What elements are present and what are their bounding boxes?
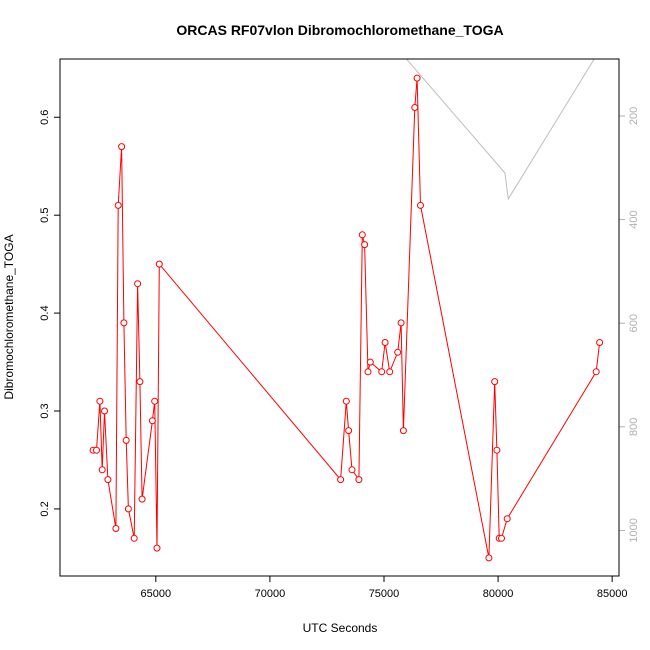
- data-point: [498, 534, 505, 542]
- data-point: [118, 143, 126, 151]
- data-point: [155, 260, 163, 268]
- data-point: [417, 201, 424, 209]
- x-tick-label: 75000: [369, 588, 400, 600]
- data-point: [122, 436, 130, 444]
- data-point: [342, 397, 350, 405]
- data-point: [366, 358, 374, 366]
- y-tick-label: 0.2: [39, 501, 51, 516]
- x-axis-label: UTC Seconds: [303, 621, 378, 635]
- data-point: [361, 241, 369, 249]
- x-tick-label: 80000: [483, 588, 514, 600]
- data-point: [153, 544, 161, 552]
- x-tick-label: 65000: [141, 588, 172, 600]
- data-point: [355, 476, 363, 484]
- data-point: [134, 280, 142, 288]
- series-line-secondary: [405, 59, 595, 201]
- y-axis-right: 200 400 600 800 1000: [618, 107, 640, 543]
- y-tick-label: 0.5: [39, 208, 51, 223]
- y2-tick-label: 1000: [628, 518, 640, 542]
- data-point: [104, 476, 112, 484]
- data-point: [397, 319, 405, 327]
- y2-tick-label: 400: [628, 210, 640, 228]
- data-point: [592, 368, 600, 376]
- data-point: [378, 368, 386, 376]
- data-point: [101, 407, 108, 415]
- data-point: [399, 427, 407, 435]
- y-tick-label: 0.3: [39, 403, 51, 418]
- data-point: [394, 348, 402, 356]
- y2-tick-label: 600: [628, 314, 640, 332]
- data-point: [337, 476, 345, 484]
- data-point: [364, 368, 372, 376]
- data-point: [493, 446, 501, 454]
- data-point: [93, 446, 100, 454]
- x-axis: 65000 70000 75000 80000 85000: [141, 575, 628, 600]
- data-point: [358, 231, 366, 239]
- plot-frame: [59, 58, 620, 577]
- y-axis-label: Dibromochloromethane_TOGA: [2, 234, 16, 399]
- data-point: [112, 525, 120, 532]
- y-tick-label: 0.4: [39, 305, 51, 320]
- data-point: [130, 534, 138, 542]
- data-point: [348, 466, 356, 474]
- data-point: [148, 417, 156, 425]
- y-axis-left: 0.2 0.3 0.4 0.5 0.6: [39, 110, 61, 517]
- data-point: [138, 495, 146, 503]
- data-point: [413, 74, 421, 82]
- data-point: [381, 339, 389, 346]
- data-point: [503, 515, 511, 523]
- data-point: [491, 378, 499, 386]
- y2-tick-label: 200: [628, 107, 640, 125]
- data-point: [386, 368, 394, 376]
- series-line-main: [93, 78, 601, 558]
- x-tick-label: 70000: [255, 588, 286, 600]
- data-point: [98, 466, 106, 474]
- plot-series-group: [89, 59, 604, 562]
- chart-title: ORCAS RF07vlon Dibromochloromethane_TOGA: [176, 22, 503, 38]
- x-tick-label: 85000: [597, 588, 628, 600]
- data-point: [120, 319, 128, 327]
- data-point: [485, 554, 493, 562]
- data-point: [345, 427, 353, 435]
- data-point: [136, 378, 144, 386]
- y2-tick-label: 800: [628, 418, 640, 436]
- data-point: [114, 201, 122, 209]
- data-point: [124, 505, 132, 513]
- data-point: [411, 104, 419, 111]
- plot-area: [89, 59, 604, 562]
- data-point: [596, 339, 604, 346]
- data-point: [96, 397, 104, 405]
- data-point: [151, 397, 159, 405]
- y-tick-label: 0.6: [39, 110, 51, 125]
